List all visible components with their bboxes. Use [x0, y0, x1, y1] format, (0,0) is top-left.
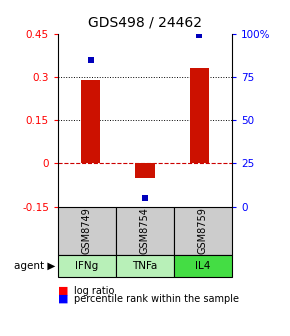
- Text: GDS498 / 24462: GDS498 / 24462: [88, 15, 202, 29]
- Text: TNFa: TNFa: [132, 261, 158, 271]
- Text: IFNg: IFNg: [75, 261, 99, 271]
- Text: GSM8759: GSM8759: [198, 208, 208, 254]
- Text: agent ▶: agent ▶: [14, 261, 55, 271]
- Text: GSM8754: GSM8754: [140, 208, 150, 254]
- Text: IL4: IL4: [195, 261, 211, 271]
- Bar: [190, 68, 209, 163]
- Text: ■: ■: [58, 286, 68, 296]
- Bar: [135, 163, 155, 178]
- Text: GSM8749: GSM8749: [82, 208, 92, 254]
- Text: ■: ■: [58, 294, 68, 304]
- Text: log ratio: log ratio: [74, 286, 114, 296]
- Bar: [81, 80, 100, 163]
- Text: percentile rank within the sample: percentile rank within the sample: [74, 294, 239, 304]
